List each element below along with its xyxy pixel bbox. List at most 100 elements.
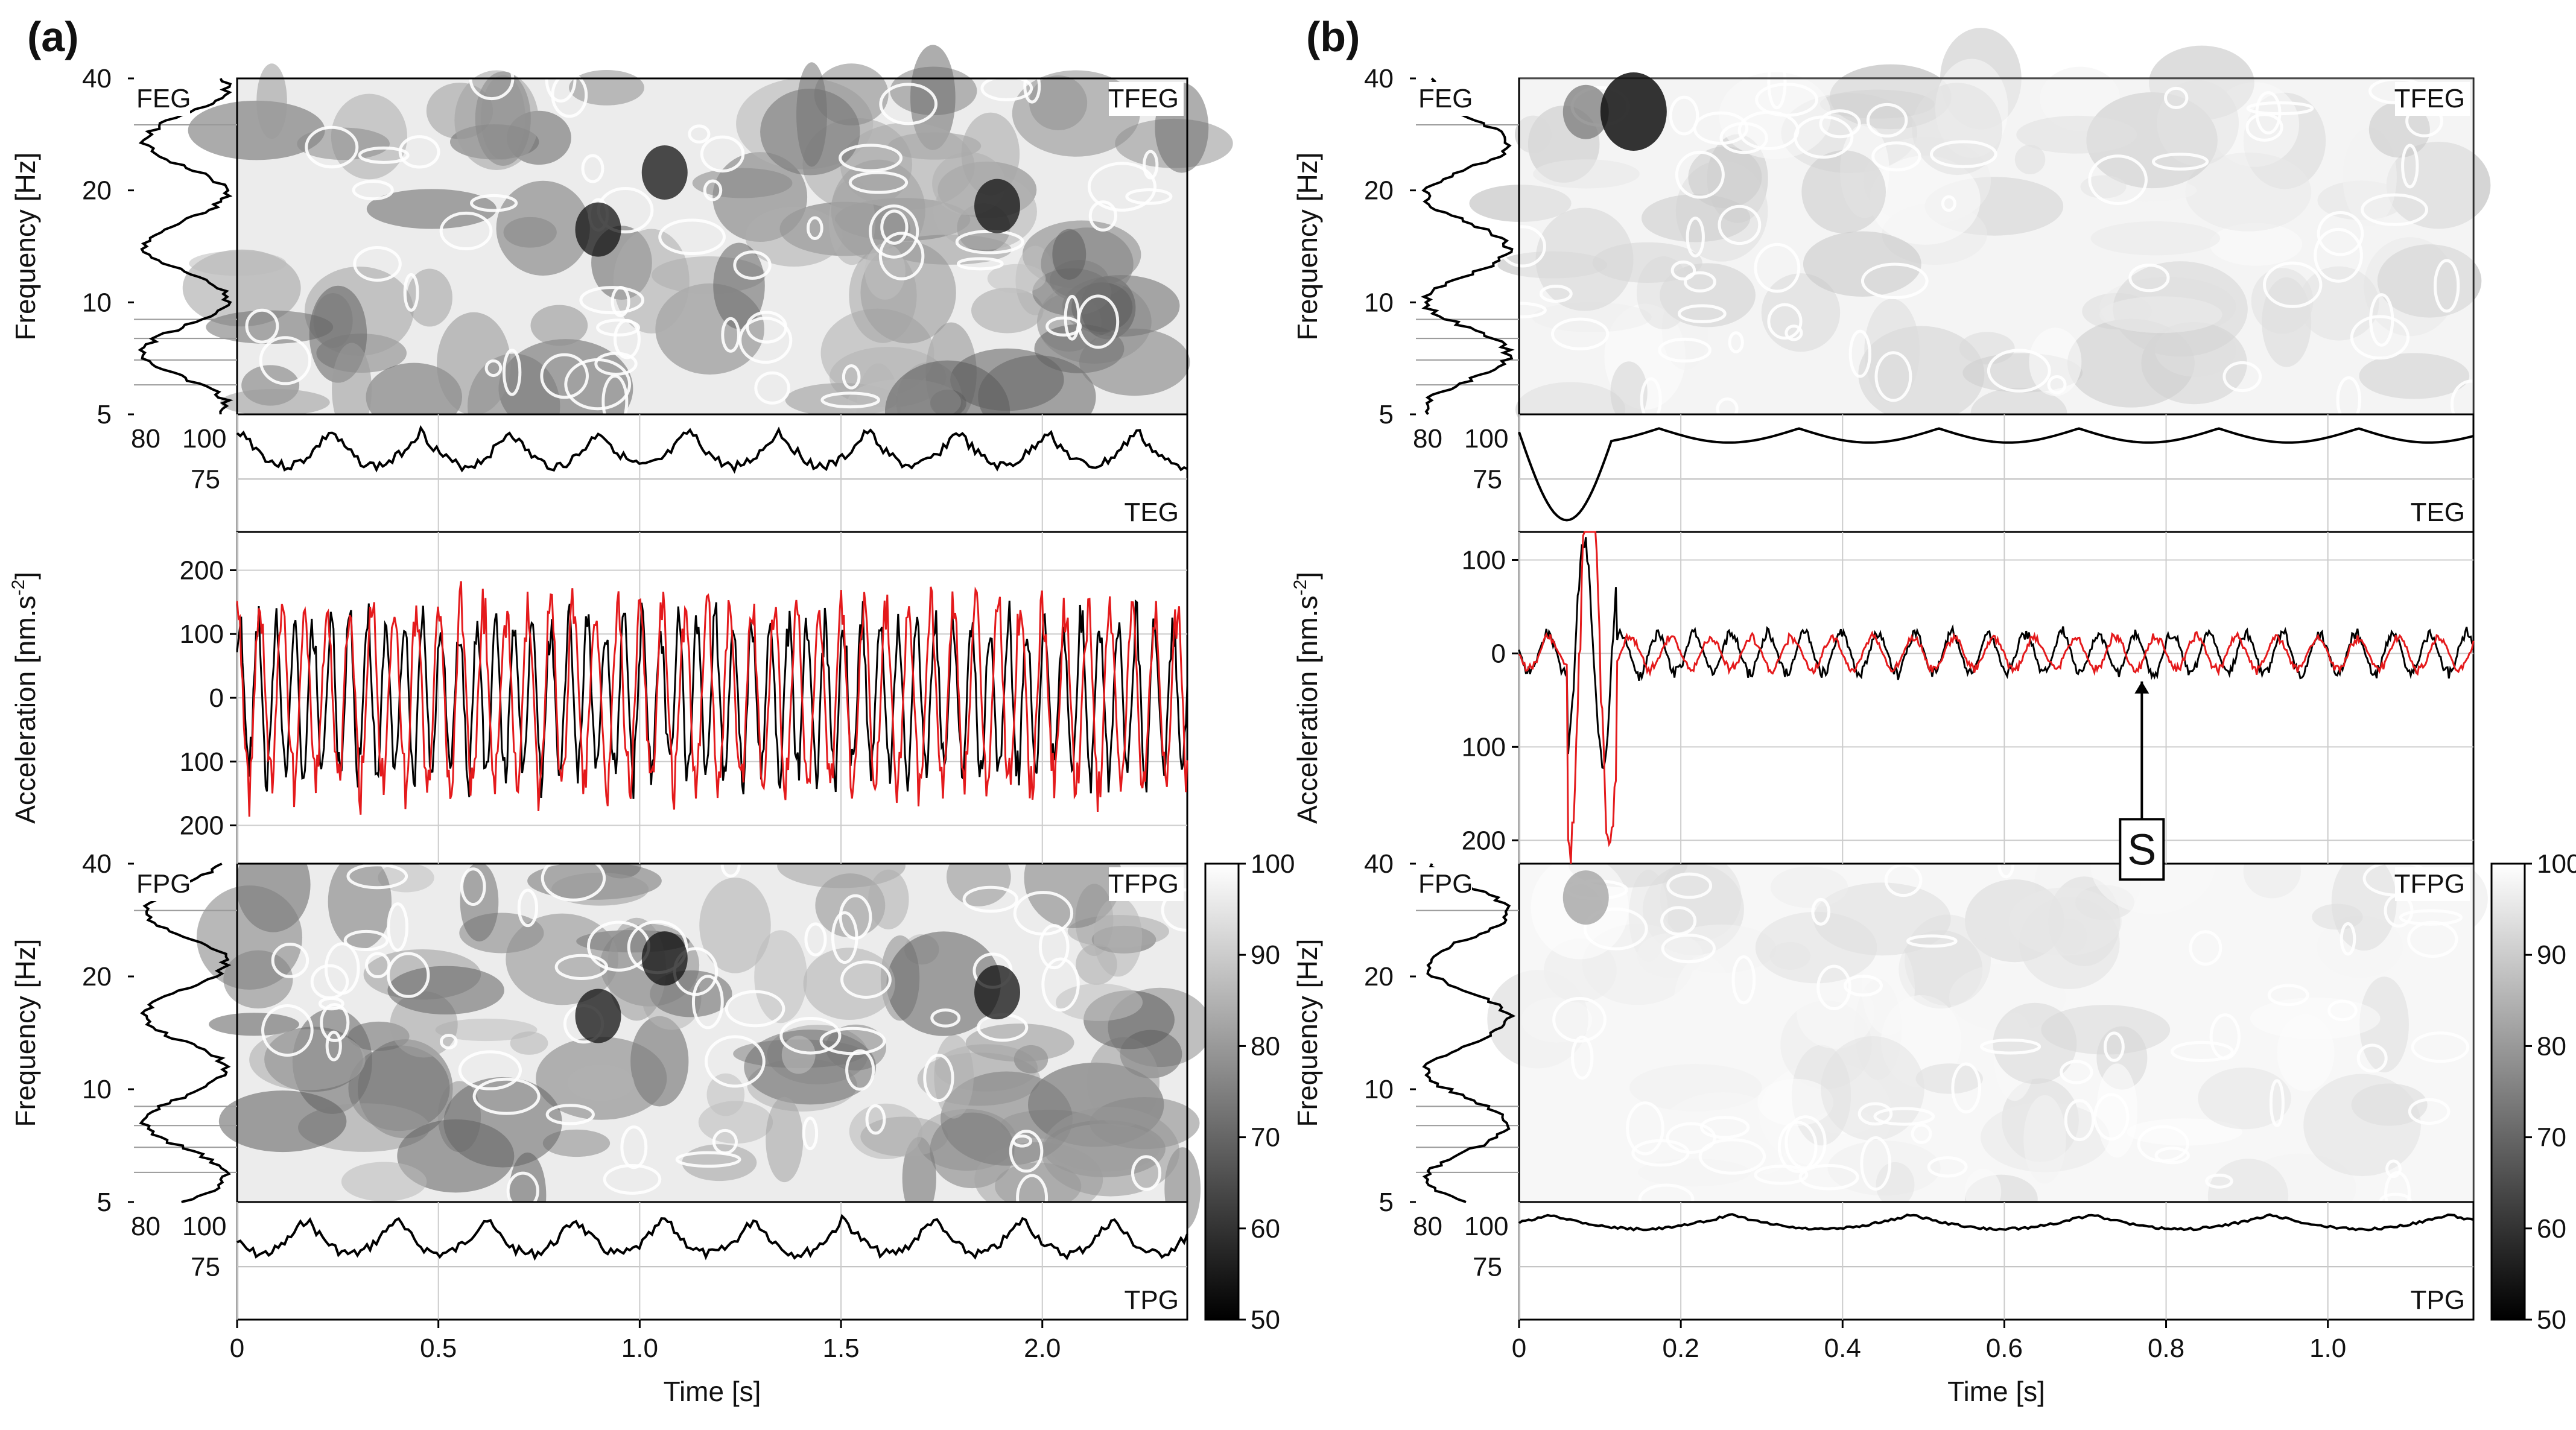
accel-axis-label-main: Acceleration [nm.s	[1292, 596, 1323, 824]
tfeg-blob	[760, 88, 860, 176]
feg-tick-label: 40	[1364, 64, 1394, 93]
time-axis: 0 0.5 1.0 1.5 2.0 Time [s]	[230, 1320, 1061, 1407]
tfpg-contour	[554, 954, 609, 980]
tfeg-blob	[503, 217, 557, 248]
tfeg-blob	[437, 312, 511, 416]
tfeg-blob	[2251, 268, 2314, 334]
tfeg-contour	[688, 124, 711, 144]
tfeg-contour	[305, 125, 359, 169]
tfeg-contour	[878, 232, 925, 280]
accel-series-red	[236, 581, 1188, 817]
teg-label-box	[2411, 496, 2470, 530]
tfeg-contour	[1848, 329, 1871, 378]
accel-axis-label: Acceleration [nm.s-2]	[8, 572, 41, 824]
tfeg-contour	[839, 144, 903, 172]
tfeg-blob	[1052, 229, 1087, 280]
accel-tick-label: 100	[180, 619, 224, 649]
tfpg-blob	[781, 1036, 816, 1074]
feg-tick-label: 10	[82, 288, 112, 317]
tfeg-contour	[2164, 86, 2189, 109]
tfeg-blob	[987, 264, 1046, 293]
tfpg-contour	[365, 952, 391, 979]
time-tick-label: 0.2	[1663, 1334, 1699, 1363]
s-box	[2119, 818, 2165, 881]
time-axis: 0 0.2 0.4 0.6 0.8 1.0 Time [s]	[1512, 1320, 2346, 1407]
fpg-side-spectrum: 5 10 20 40 80 100 Frequency [Hz]	[1292, 849, 1520, 1241]
tfpg-contour	[517, 888, 539, 928]
teg-curve	[236, 425, 1188, 474]
tfeg-blob	[1012, 70, 1140, 157]
tfpg-label: TFPG	[1108, 869, 1179, 899]
colorbar-tick-label: 50	[1251, 1305, 1280, 1335]
tfpg-contour	[1009, 1130, 1044, 1173]
tfpg-blob	[1056, 983, 1143, 1021]
tfpg-spectrogram	[196, 827, 1212, 1239]
teg-frame	[1518, 413, 2475, 533]
tfeg-contour	[1819, 109, 1861, 139]
feg-curve	[138, 78, 233, 415]
tfeg-contour	[1754, 242, 1801, 293]
accel-axis-label-end: ]	[1292, 572, 1323, 580]
tfpg-blob	[567, 1065, 635, 1101]
tfeg-contour	[721, 317, 741, 353]
tfeg-contour	[1871, 141, 1921, 172]
tfpg-contour	[691, 975, 724, 1030]
tfeg-label-box	[2395, 82, 2470, 116]
tfpg-blob	[1041, 1107, 1180, 1197]
fpg-tick-label: 20	[1364, 962, 1394, 992]
tfeg-blob	[1514, 115, 1552, 154]
feg-tick-label: 40	[82, 64, 112, 93]
time-tick-label: 0.5	[420, 1334, 457, 1363]
tfpg-contour	[923, 1054, 954, 1103]
tfpg-peak	[575, 989, 621, 1043]
time-tick-label: 2.0	[1024, 1334, 1061, 1363]
tfeg-blob	[2099, 296, 2222, 334]
tfeg-blob	[1912, 83, 2002, 176]
tfpg-contour	[819, 1027, 886, 1055]
time-tick-label: 0	[230, 1334, 244, 1363]
tfeg-blob	[1864, 299, 1920, 402]
accel-tick-label: 0	[1491, 639, 1506, 668]
tfeg-contour	[2088, 154, 2148, 205]
tfpg-blob	[754, 930, 807, 1023]
tfeg-contour	[2151, 153, 2209, 171]
tfeg-contour	[1670, 260, 1696, 281]
tfpg-peak	[974, 965, 1020, 1020]
tfpg-blob	[886, 931, 1001, 1036]
colorbar-tick-label: 90	[2537, 940, 2566, 970]
tfpg-label-box	[1109, 867, 1184, 901]
tfeg-contour	[738, 317, 793, 364]
time-axis-label: Time [s]	[664, 1376, 761, 1407]
tpg-curve	[1518, 1213, 2474, 1232]
tfpg-blob	[249, 1029, 366, 1090]
time-tick-label: 0.6	[1986, 1334, 2023, 1363]
colorbar-tick-label: 70	[1251, 1123, 1280, 1153]
tfeg-contour	[1683, 271, 1716, 293]
tfeg-contour	[980, 75, 1033, 101]
tfpg-blob	[218, 1090, 347, 1153]
tfeg-blob	[332, 343, 372, 437]
tfeg-contour	[1669, 95, 1699, 136]
tfeg-blob	[1870, 156, 1981, 245]
tfpg-contour	[845, 1049, 875, 1091]
feg-tick-label: 20	[1364, 176, 1394, 206]
tfeg-contour	[579, 286, 645, 315]
tfeg-contour	[1088, 200, 1117, 232]
tfeg-blob	[1610, 361, 1648, 424]
tfeg-contour	[1550, 317, 1610, 350]
tfeg-contour	[2255, 91, 2282, 134]
tfpg-blob	[341, 1162, 427, 1201]
fpg-side-tick-label: 80	[131, 1212, 160, 1241]
tfpg-contour	[962, 885, 1019, 913]
tfeg-blob	[1532, 159, 1640, 189]
tpg-label-box	[1125, 1283, 1184, 1317]
time-tick-label: 0	[1512, 1334, 1526, 1363]
fpg-tick-label: 10	[82, 1075, 112, 1104]
tfeg-blob	[220, 388, 330, 416]
tfeg-contour	[2317, 211, 2364, 256]
tfpg-contour	[324, 942, 360, 995]
tfpg-blob	[803, 948, 895, 1020]
accel-tick-label: 100	[180, 747, 224, 777]
tfeg-contour	[1143, 150, 1159, 180]
